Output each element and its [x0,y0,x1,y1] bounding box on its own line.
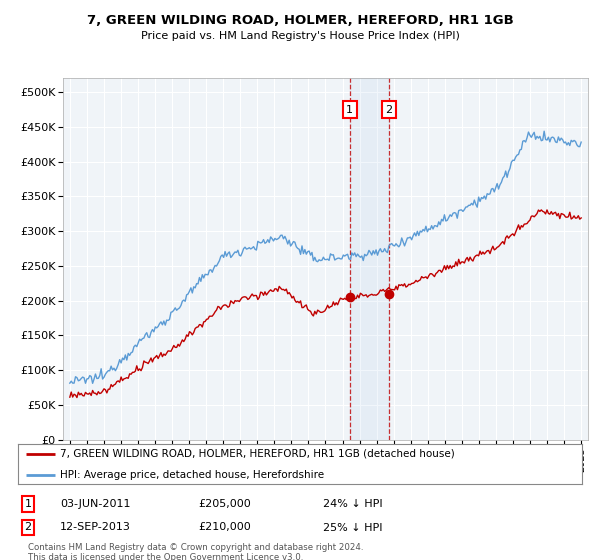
Text: Price paid vs. HM Land Registry's House Price Index (HPI): Price paid vs. HM Land Registry's House … [140,31,460,41]
Text: 7, GREEN WILDING ROAD, HOLMER, HEREFORD, HR1 1GB (detached house): 7, GREEN WILDING ROAD, HOLMER, HEREFORD,… [60,449,455,459]
Text: 2: 2 [385,105,392,115]
Text: £205,000: £205,000 [199,499,251,509]
Text: HPI: Average price, detached house, Herefordshire: HPI: Average price, detached house, Here… [60,470,325,480]
Text: 03-JUN-2011: 03-JUN-2011 [60,499,131,509]
Text: 2: 2 [25,522,32,533]
Text: Contains HM Land Registry data © Crown copyright and database right 2024.
This d: Contains HM Land Registry data © Crown c… [28,543,364,560]
Text: 1: 1 [346,105,353,115]
Text: £210,000: £210,000 [199,522,251,533]
Text: 25% ↓ HPI: 25% ↓ HPI [323,522,382,533]
Bar [350,78,389,440]
Text: 7, GREEN WILDING ROAD, HOLMER, HEREFORD, HR1 1GB: 7, GREEN WILDING ROAD, HOLMER, HEREFORD,… [86,14,514,27]
Text: 1: 1 [25,499,32,509]
Text: 24% ↓ HPI: 24% ↓ HPI [323,499,382,509]
Text: 12-SEP-2013: 12-SEP-2013 [60,522,131,533]
